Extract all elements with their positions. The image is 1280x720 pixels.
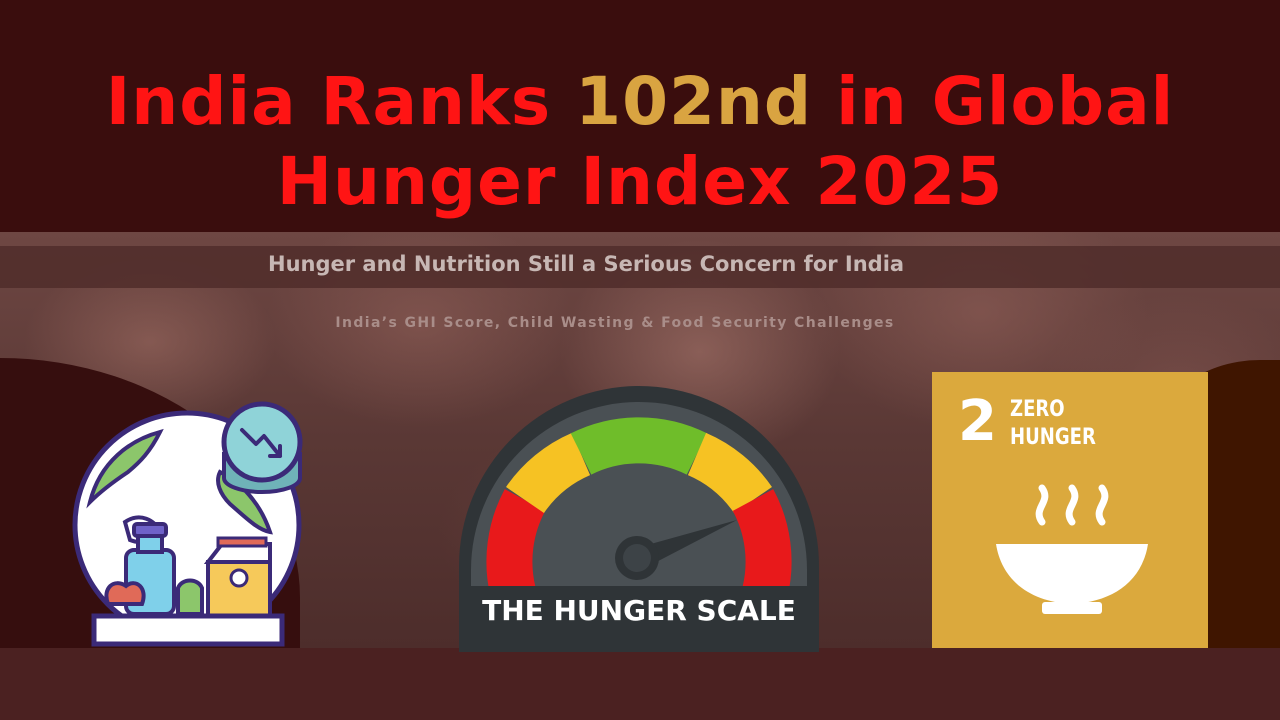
title-band [0, 0, 1280, 232]
tagline: India’s GHI Score, Child Wasting & Food … [335, 315, 895, 331]
title-line-2: Hunger Index 2025 [276, 143, 1004, 220]
gauge-label: THE HUNGER SCALE [482, 594, 796, 627]
globe-food-decline-icon [72, 401, 303, 647]
subtitle: Hunger and Nutrition Still a Serious Con… [268, 252, 905, 276]
subtitle-band [0, 246, 1280, 288]
sdg-text: ZERO HUNGER [1010, 397, 1096, 450]
title-part-2: in Global [812, 63, 1175, 140]
hunger-scale-gauge-icon: THE HUNGER SCALE [459, 386, 819, 652]
title-part-1: India Ranks [105, 63, 576, 140]
sdg-zero-hunger-tile: 2 ZERO HUNGER [932, 372, 1208, 648]
bowl-with-steam-icon [996, 484, 1148, 614]
bottom-band [0, 648, 1280, 720]
sdg-number: 2 [958, 389, 997, 454]
title-rank-highlight: 102nd [575, 63, 813, 140]
page-title: India Ranks 102nd in Global Hunger Index… [0, 62, 1280, 222]
